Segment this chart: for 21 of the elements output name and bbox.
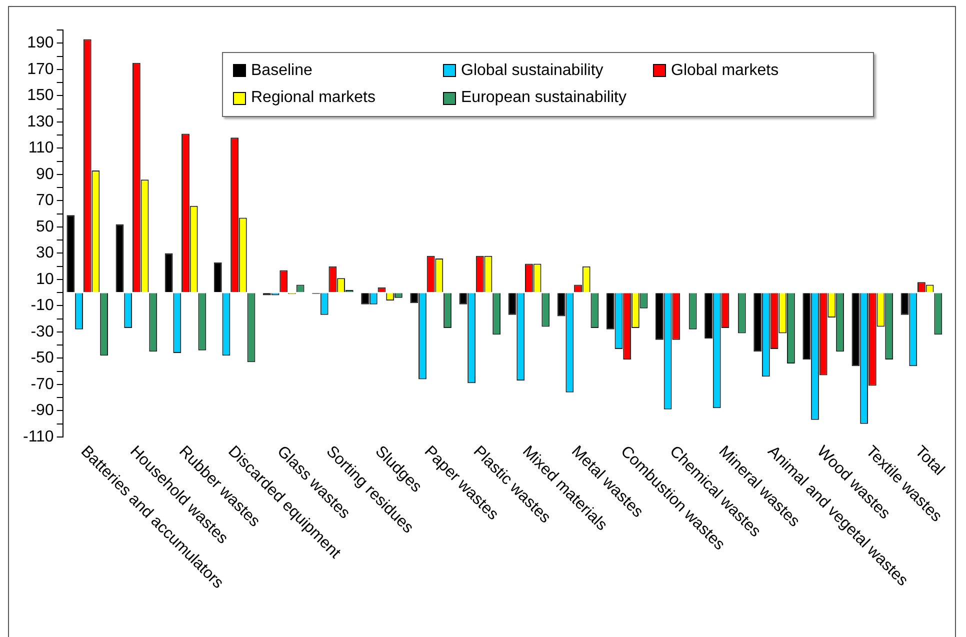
y-tick-label: 70 bbox=[36, 192, 54, 210]
legend-label: Global markets bbox=[671, 62, 779, 80]
y-tick-label: -50 bbox=[30, 350, 54, 367]
y-tick-label: 10 bbox=[36, 270, 54, 288]
y-tick-label: -70 bbox=[30, 376, 54, 393]
y-tick-label: 170 bbox=[27, 60, 54, 78]
y-tick-label: -90 bbox=[30, 402, 54, 420]
legend-label: Baseline bbox=[251, 62, 312, 80]
y-tick-label: -110 bbox=[22, 428, 54, 446]
legend-label: Regional markets bbox=[251, 89, 376, 108]
y-tick-label: 50 bbox=[36, 218, 54, 236]
y-tick-label: 90 bbox=[36, 166, 54, 183]
y-tick-label: -10 bbox=[30, 297, 54, 314]
y-tick-label: 30 bbox=[36, 244, 54, 262]
y-tick-label: 130 bbox=[27, 113, 54, 130]
y-tick-label: 190 bbox=[27, 34, 54, 52]
y-tick-label: 150 bbox=[27, 87, 54, 104]
legend-label: European sustainability bbox=[461, 89, 626, 108]
y-tick-label: 110 bbox=[28, 140, 54, 157]
y-tick-label: -30 bbox=[30, 323, 54, 340]
legend-label: Global sustainability bbox=[461, 62, 604, 80]
